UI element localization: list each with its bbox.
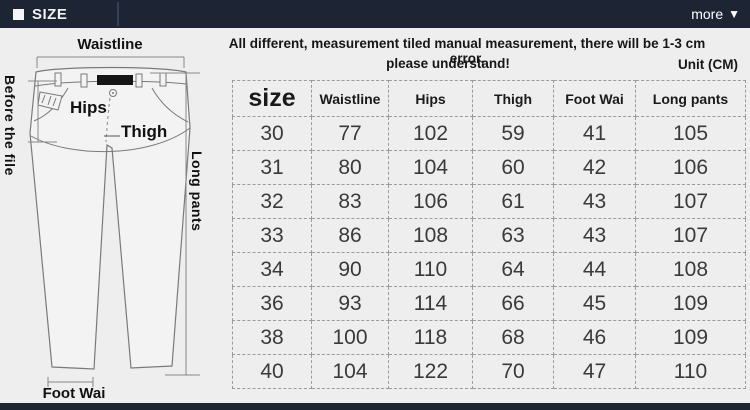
measurement-notice-line1: All different, measurement tiled manual … [228,36,706,66]
table-cell: 43 [553,218,636,253]
table-cell: 83 [311,184,389,219]
table-cell: 106 [635,150,746,185]
table-header-cell: Waistline [311,80,389,117]
table-cell: 41 [553,116,636,151]
table-cell: 30 [232,116,312,151]
table-cell: 34 [232,252,312,287]
size-table-body: 30 77 102 59 41 105 31 80 104 60 42 106 32 83 106 61 43 1… [232,116,746,389]
table-cell: 80 [311,150,389,185]
table-cell: 110 [635,354,746,389]
table-cell: 61 [472,184,554,219]
table-cell: 77 [311,116,389,151]
table-header-row: size Waistline Hips Thigh Foot Wai Long pants [232,80,746,117]
more-label: more [691,6,724,22]
table-row: 31 80 104 60 42 106 [232,150,746,185]
size-table-head: size Waistline Hips Thigh Foot Wai Long pants [232,80,746,117]
table-header-cell: Thigh [472,80,554,117]
table-cell: 105 [635,116,746,151]
table-cell: 31 [232,150,312,185]
table-cell: 59 [472,116,554,151]
table-cell: 109 [635,286,746,321]
waistline-label: Waistline [77,36,143,53]
table-cell: 104 [388,150,473,185]
long-pants-label: Long pants [189,151,205,232]
table-cell: 66 [472,286,554,321]
table-cell: 46 [553,320,636,355]
table-cell: 32 [232,184,312,219]
size-table: size Waistline Hips Thigh Foot Wai Long pants… [232,80,746,389]
table-cell: 68 [472,320,554,355]
thigh-label: Thigh [121,122,168,141]
table-cell: 100 [311,320,389,355]
more-dropdown[interactable]: more ▼ [691,6,740,22]
table-cell: 47 [553,354,636,389]
table-cell: 93 [311,286,389,321]
section-title: SIZE [32,5,68,23]
table-cell: 43 [553,184,636,219]
table-cell: 114 [388,286,473,321]
size-section-icon [13,8,24,20]
table-cell: 60 [472,150,554,185]
table-header-cell: Hips [388,80,473,117]
table-cell: 44 [553,252,636,287]
chevron-down-icon: ▼ [728,7,740,21]
table-cell: 107 [635,218,746,253]
next-section-bar [0,403,750,410]
table-cell: 109 [635,320,746,355]
table-header-cell: Long pants [635,80,746,117]
table-cell: 108 [388,218,473,253]
before-the-file-label: Before the file [2,75,18,176]
pants-drawing [28,56,200,387]
measurement-notice-line2: please understand! [386,56,510,71]
table-cell: 108 [635,252,746,287]
table-cell: 110 [388,252,473,287]
table-cell: 33 [232,218,312,253]
table-cell: 64 [472,252,554,287]
table-row: 32 83 106 61 43 107 [232,184,746,219]
table-cell: 106 [388,184,473,219]
table-cell: 86 [311,218,389,253]
header-divider [117,2,119,26]
table-row: 34 90 110 64 44 108 [232,252,746,287]
table-cell: 42 [553,150,636,185]
table-header-cell: size [232,80,312,117]
table-cell: 118 [388,320,473,355]
table-cell: 38 [232,320,312,355]
table-cell: 107 [635,184,746,219]
table-row: 33 86 108 63 43 107 [232,218,746,253]
table-cell: 104 [311,354,389,389]
table-row: 40 104 122 70 47 110 [232,354,746,389]
table-cell: 45 [553,286,636,321]
table-cell: 102 [388,116,473,151]
section-header-bar: SIZE more ▼ [0,0,750,28]
table-row: 30 77 102 59 41 105 [232,116,746,151]
hips-label: Hips [70,98,107,117]
foot-wai-label: Foot Wai [42,385,106,402]
table-cell: 70 [472,354,554,389]
table-header-cell: Foot Wai [553,80,636,117]
table-row: 36 93 114 66 45 109 [232,286,746,321]
table-row: 38 100 118 68 46 109 [232,320,746,355]
table-cell: 40 [232,354,312,389]
unit-label: Unit (CM) [678,57,738,72]
table-cell: 90 [311,252,389,287]
table-cell: 63 [472,218,554,253]
table-cell: 122 [388,354,473,389]
pants-measurement-diagram: Waistline Before the file Hips Thigh Lon… [0,28,232,403]
table-cell: 36 [232,286,312,321]
